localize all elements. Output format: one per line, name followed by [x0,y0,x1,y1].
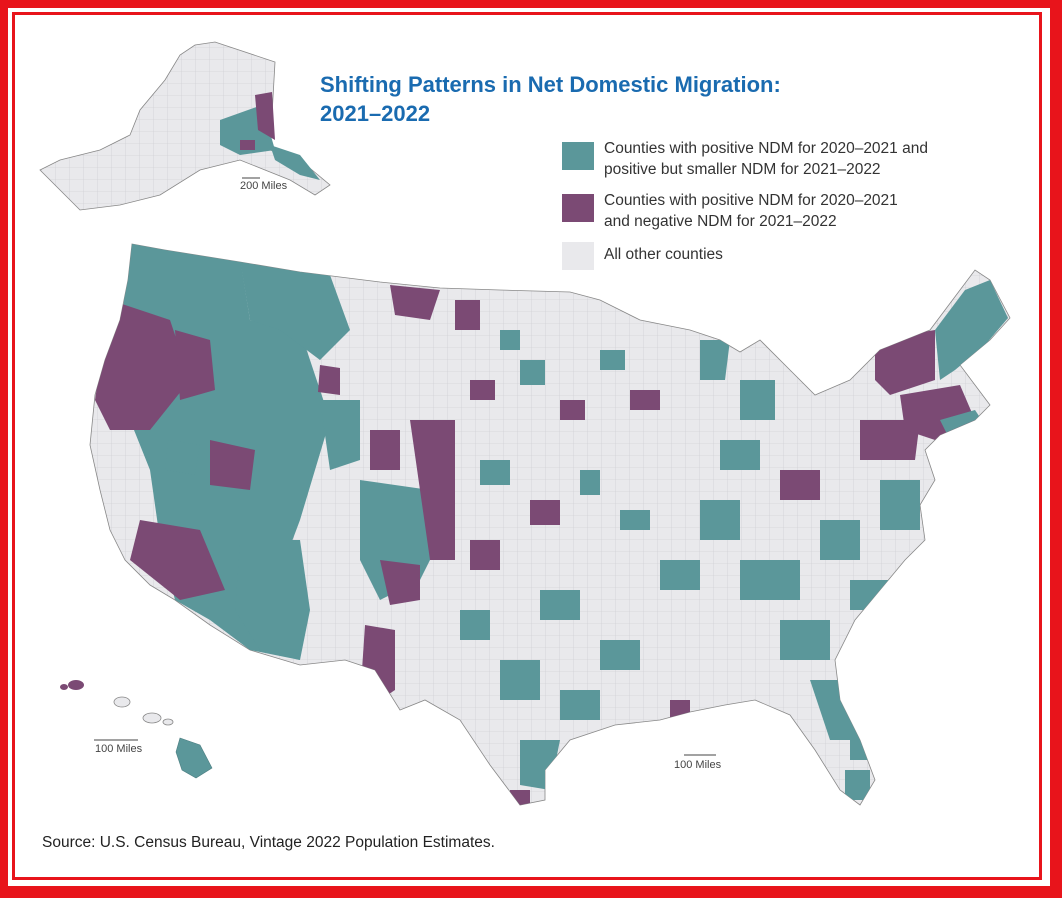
legend-label-purple: Counties with positive NDM for 2020–2021… [604,192,898,230]
legend-swatch-purple [562,194,594,222]
legend: Counties with positive NDM for 2020–2021… [562,138,1032,272]
title-line-2: 2021–2022 [320,101,431,126]
legend-item-other: All other counties [562,242,1032,272]
map-title: Shifting Patterns in Net Domestic Migrat… [320,70,920,128]
title-line-1: Shifting Patterns in Net Domestic Migrat… [320,72,781,97]
legend-label-other: All other counties [604,246,723,263]
legend-item-teal: Counties with positive NDM for 2020–2021… [562,138,1032,190]
source-note: Source: U.S. Census Bureau, Vintage 2022… [42,834,495,851]
legend-item-purple: Counties with positive NDM for 2020–2021… [562,190,1032,242]
legend-swatch-teal [562,142,594,170]
mainland-scale-label: 100 Miles [674,759,722,771]
legend-label-teal: Counties with positive NDM for 2020–2021… [604,140,928,178]
legend-swatch-other [562,242,594,270]
hawaii-inset [60,680,213,779]
alaska-scale-label: 200 Miles [240,180,288,192]
alaska-inset [39,41,331,211]
hawaii-scale-label: 100 Miles [95,743,143,755]
